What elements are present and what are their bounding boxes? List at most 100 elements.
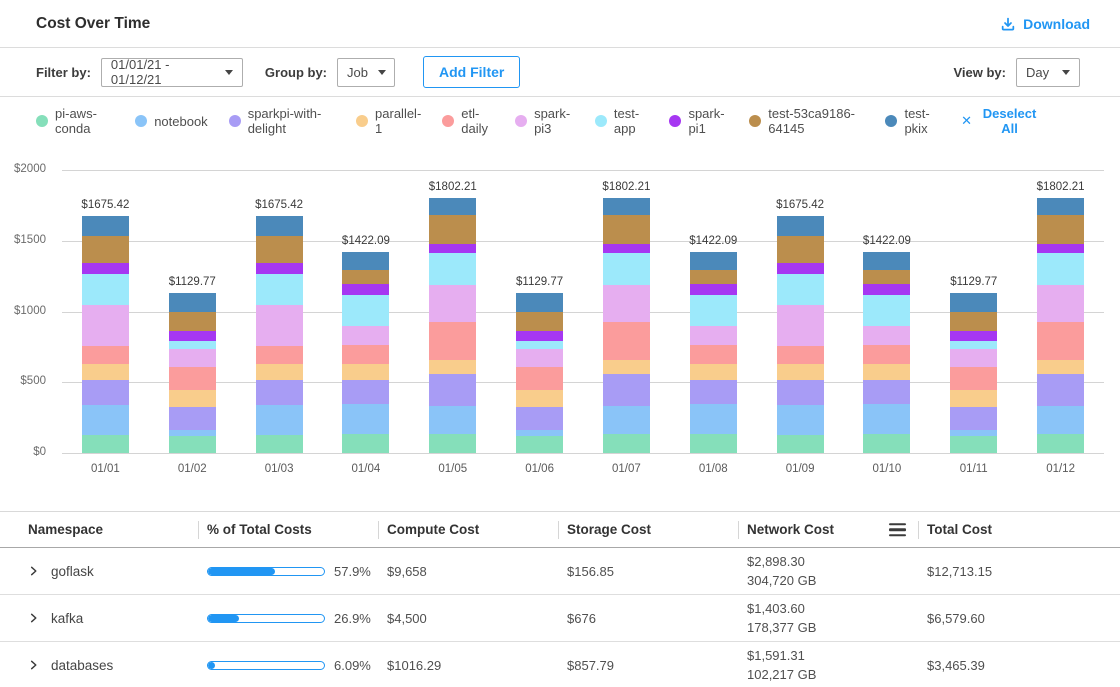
bar-segment-parallel-1[interactable] xyxy=(169,390,216,406)
bar-segment-spark-pi1[interactable] xyxy=(863,284,910,295)
column-settings-icon[interactable] xyxy=(889,523,906,537)
bar-segment-spark-pi3[interactable] xyxy=(690,326,737,345)
stacked-bar-01/07[interactable]: $1802.21 xyxy=(603,198,650,453)
bar-segment-sparkpi-with-delight[interactable] xyxy=(516,407,563,430)
bar-segment-sparkpi-with-delight[interactable] xyxy=(777,380,824,405)
bar-segment-test-53ca9186-64145[interactable] xyxy=(690,270,737,284)
expand-chevron-right-icon[interactable] xyxy=(28,612,39,624)
legend-item-spark-pi1[interactable]: spark-pi1 xyxy=(669,106,728,136)
bar-segment-sparkpi-with-delight[interactable] xyxy=(690,380,737,405)
bar-segment-parallel-1[interactable] xyxy=(777,364,824,381)
column-header-pct-total-costs[interactable]: % of Total Costs xyxy=(198,512,378,547)
bar-segment-test-app[interactable] xyxy=(342,295,389,326)
bar-segment-test-53ca9186-64145[interactable] xyxy=(603,215,650,244)
bar-segment-etl-daily[interactable] xyxy=(950,367,997,390)
legend-item-pi-aws-conda[interactable]: pi-aws-conda xyxy=(36,106,114,136)
bar-segment-sparkpi-with-delight[interactable] xyxy=(256,380,303,405)
bar-segment-test-app[interactable] xyxy=(1037,253,1084,285)
bar-segment-sparkpi-with-delight[interactable] xyxy=(429,374,476,406)
bar-segment-etl-daily[interactable] xyxy=(169,367,216,390)
bar-segment-sparkpi-with-delight[interactable] xyxy=(169,407,216,430)
bar-segment-test-53ca9186-64145[interactable] xyxy=(429,215,476,244)
bar-segment-test-app[interactable] xyxy=(169,341,216,349)
stacked-bar-01/11[interactable]: $1129.77 xyxy=(950,293,997,453)
bar-segment-sparkpi-with-delight[interactable] xyxy=(82,380,129,405)
bar-segment-etl-daily[interactable] xyxy=(516,367,563,390)
bar-segment-test-app[interactable] xyxy=(429,253,476,285)
date-range-select[interactable]: 01/01/21 - 01/12/21 xyxy=(101,58,243,87)
bar-segment-parallel-1[interactable] xyxy=(1037,360,1084,375)
bar-segment-notebook[interactable] xyxy=(603,406,650,434)
bar-segment-test-app[interactable] xyxy=(256,274,303,305)
bar-segment-pi-aws-conda[interactable] xyxy=(342,434,389,453)
bar-segment-parallel-1[interactable] xyxy=(603,360,650,375)
bar-segment-etl-daily[interactable] xyxy=(429,322,476,360)
bar-segment-sparkpi-with-delight[interactable] xyxy=(863,380,910,405)
view-by-select[interactable]: Day xyxy=(1016,58,1080,87)
stacked-bar-01/01[interactable]: $1675.42 xyxy=(82,216,129,453)
bar-segment-test-53ca9186-64145[interactable] xyxy=(256,236,303,263)
bar-segment-test-app[interactable] xyxy=(690,295,737,326)
column-header-total-cost[interactable]: Total Cost xyxy=(918,512,1120,547)
bar-segment-parallel-1[interactable] xyxy=(82,364,129,381)
bar-segment-spark-pi3[interactable] xyxy=(950,349,997,367)
legend-item-test-pkix[interactable]: test-pkix xyxy=(885,106,940,136)
bar-segment-test-pkix[interactable] xyxy=(950,293,997,312)
bar-segment-pi-aws-conda[interactable] xyxy=(82,435,129,453)
bar-segment-test-pkix[interactable] xyxy=(603,198,650,215)
bar-segment-notebook[interactable] xyxy=(256,405,303,435)
expand-chevron-right-icon[interactable] xyxy=(28,565,39,577)
bar-segment-pi-aws-conda[interactable] xyxy=(777,435,824,453)
bar-segment-spark-pi1[interactable] xyxy=(603,244,650,253)
bar-segment-pi-aws-conda[interactable] xyxy=(169,436,216,453)
bar-segment-etl-daily[interactable] xyxy=(256,346,303,364)
bar-segment-sparkpi-with-delight[interactable] xyxy=(603,374,650,406)
stacked-bar-01/12[interactable]: $1802.21 xyxy=(1037,198,1084,453)
bar-segment-notebook[interactable] xyxy=(429,406,476,434)
stacked-bar-01/05[interactable]: $1802.21 xyxy=(429,198,476,453)
bar-segment-test-53ca9186-64145[interactable] xyxy=(342,270,389,284)
bar-segment-spark-pi1[interactable] xyxy=(256,263,303,274)
bar-segment-sparkpi-with-delight[interactable] xyxy=(1037,374,1084,406)
bar-segment-spark-pi3[interactable] xyxy=(169,349,216,367)
bar-segment-spark-pi1[interactable] xyxy=(169,331,216,341)
bar-segment-parallel-1[interactable] xyxy=(256,364,303,381)
bar-segment-notebook[interactable] xyxy=(777,405,824,435)
bar-segment-parallel-1[interactable] xyxy=(342,364,389,379)
bar-segment-test-app[interactable] xyxy=(863,295,910,326)
bar-segment-spark-pi1[interactable] xyxy=(690,284,737,295)
bar-segment-test-pkix[interactable] xyxy=(82,216,129,236)
legend-item-test-app[interactable]: test-app xyxy=(595,106,649,136)
stacked-bar-01/06[interactable]: $1129.77 xyxy=(516,293,563,453)
bar-segment-test-pkix[interactable] xyxy=(429,198,476,215)
bar-segment-test-app[interactable] xyxy=(950,341,997,349)
bar-segment-etl-daily[interactable] xyxy=(777,346,824,364)
bar-segment-test-app[interactable] xyxy=(516,341,563,349)
download-button[interactable]: Download xyxy=(1000,16,1090,32)
bar-segment-test-pkix[interactable] xyxy=(777,216,824,236)
bar-segment-spark-pi1[interactable] xyxy=(1037,244,1084,253)
bar-segment-spark-pi1[interactable] xyxy=(950,331,997,341)
bar-segment-spark-pi3[interactable] xyxy=(777,305,824,346)
bar-segment-pi-aws-conda[interactable] xyxy=(516,436,563,453)
bar-segment-etl-daily[interactable] xyxy=(863,345,910,364)
bar-segment-test-app[interactable] xyxy=(82,274,129,305)
legend-item-sparkpi-with-delight[interactable]: sparkpi-with-delight xyxy=(229,106,335,136)
bar-segment-etl-daily[interactable] xyxy=(342,345,389,364)
bar-segment-spark-pi3[interactable] xyxy=(1037,285,1084,322)
bar-segment-notebook[interactable] xyxy=(82,405,129,435)
bar-segment-pi-aws-conda[interactable] xyxy=(950,436,997,453)
bar-segment-spark-pi3[interactable] xyxy=(863,326,910,345)
add-filter-button[interactable]: Add Filter xyxy=(423,56,520,88)
bar-segment-spark-pi3[interactable] xyxy=(603,285,650,322)
bar-segment-spark-pi1[interactable] xyxy=(429,244,476,253)
legend-item-test-53ca9186-64145[interactable]: test-53ca9186-64145 xyxy=(749,106,864,136)
bar-segment-parallel-1[interactable] xyxy=(516,390,563,406)
legend-item-spark-pi3[interactable]: spark-pi3 xyxy=(515,106,574,136)
bar-segment-parallel-1[interactable] xyxy=(950,390,997,406)
bar-segment-etl-daily[interactable] xyxy=(603,322,650,360)
bar-segment-test-pkix[interactable] xyxy=(863,252,910,271)
column-header-storage-cost[interactable]: Storage Cost xyxy=(558,512,738,547)
bar-segment-spark-pi3[interactable] xyxy=(256,305,303,346)
column-header-network-cost[interactable]: Network Cost xyxy=(738,512,918,547)
